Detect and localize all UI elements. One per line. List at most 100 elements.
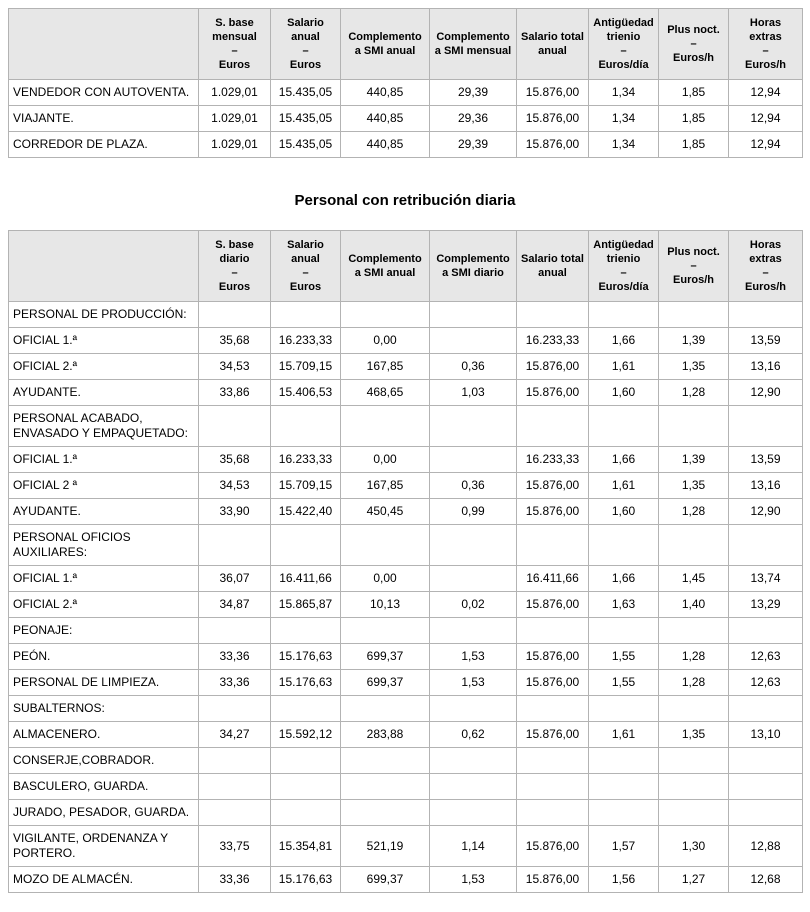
value-cell: 1,60 — [588, 498, 659, 525]
empty-cell — [429, 747, 517, 774]
empty-cell — [728, 405, 803, 447]
row-label: PEÓN. — [8, 643, 199, 670]
table-row: PERSONAL OFICIOS AUXILIARES: — [8, 524, 803, 566]
table-row: SUBALTERNOS: — [8, 695, 803, 722]
value-cell: 1,57 — [588, 825, 659, 867]
value-cell: 10,13 — [340, 591, 430, 618]
value-cell: 12,90 — [728, 498, 803, 525]
value-cell: 1,61 — [588, 721, 659, 748]
row-label: JURADO, PESADOR, GUARDA. — [8, 799, 199, 826]
value-cell: 33,90 — [198, 498, 271, 525]
empty-cell — [340, 773, 430, 800]
empty-cell — [728, 695, 803, 722]
value-cell: 12,63 — [728, 643, 803, 670]
empty-cell — [340, 524, 430, 566]
column-header: Antigüedad trienio – Euros/día — [588, 8, 659, 80]
row-label: PEONAJE: — [8, 617, 199, 644]
empty-cell — [429, 446, 517, 473]
value-cell: 1,85 — [658, 79, 729, 106]
value-cell: 15.876,00 — [516, 669, 589, 696]
empty-cell — [658, 773, 729, 800]
value-cell: 35,68 — [198, 446, 271, 473]
value-cell: 16.233,33 — [270, 327, 341, 354]
value-cell: 1,85 — [658, 131, 729, 158]
table-row: CORREDOR DE PLAZA. 1.029,01 15.435,05 440,8… — [8, 131, 803, 158]
value-cell: 12,63 — [728, 669, 803, 696]
empty-cell — [516, 301, 589, 328]
value-cell: 16.233,33 — [516, 327, 589, 354]
empty-cell — [340, 695, 430, 722]
row-label: OFICIAL 1.ª — [8, 565, 199, 592]
empty-cell — [198, 617, 271, 644]
table-row: PERSONAL ACABADO, ENVASADO Y EMPAQUETADO… — [8, 405, 803, 447]
empty-cell — [429, 695, 517, 722]
row-label: AYUDANTE. — [8, 379, 199, 406]
table-row: VIAJANTE. 1.029,01 15.435,05 440,85 29,36 15.… — [8, 105, 803, 132]
empty-cell — [270, 695, 341, 722]
value-cell: 1,28 — [658, 643, 729, 670]
empty-cell — [728, 617, 803, 644]
value-cell: 15.406,53 — [270, 379, 341, 406]
column-header: Salario total anual — [516, 8, 589, 80]
table-row: AYUDANTE. 33,90 15.422,40 450,45 0,99 15.876,… — [8, 498, 803, 525]
empty-cell — [429, 301, 517, 328]
corner-header-cell — [8, 230, 199, 302]
empty-cell — [516, 405, 589, 447]
row-label: OFICIAL 2 ª — [8, 472, 199, 499]
value-cell: 12,94 — [728, 131, 803, 158]
value-cell: 1,55 — [588, 669, 659, 696]
empty-cell — [198, 747, 271, 774]
value-cell: 34,27 — [198, 721, 271, 748]
value-cell: 1,28 — [658, 669, 729, 696]
value-cell: 34,87 — [198, 591, 271, 618]
value-cell: 699,37 — [340, 669, 430, 696]
column-header: Complemento a SMI diario — [429, 230, 517, 302]
value-cell: 15.876,00 — [516, 131, 589, 158]
value-cell: 283,88 — [340, 721, 430, 748]
value-cell: 468,65 — [340, 379, 430, 406]
value-cell: 1,35 — [658, 353, 729, 380]
empty-cell — [340, 301, 430, 328]
value-cell: 15.876,00 — [516, 472, 589, 499]
empty-cell — [658, 747, 729, 774]
empty-cell — [429, 524, 517, 566]
value-cell: 15.435,05 — [270, 105, 341, 132]
value-cell: 167,85 — [340, 472, 430, 499]
table-row: OFICIAL 1.ª 36,07 16.411,66 0,00 16.411,66 1,… — [8, 565, 803, 592]
value-cell: 1.029,01 — [198, 105, 271, 132]
value-cell: 15.435,05 — [270, 131, 341, 158]
empty-cell — [270, 747, 341, 774]
empty-cell — [658, 524, 729, 566]
empty-cell — [516, 773, 589, 800]
value-cell: 12,94 — [728, 79, 803, 106]
empty-cell — [270, 799, 341, 826]
value-cell: 440,85 — [340, 79, 430, 106]
table-row: OFICIAL 2.ª 34,87 15.865,87 10,13 0,02 15.876… — [8, 591, 803, 618]
empty-cell — [270, 524, 341, 566]
value-cell: 13,59 — [728, 327, 803, 354]
value-cell: 12,68 — [728, 866, 803, 893]
empty-cell — [270, 405, 341, 447]
value-cell: 1,56 — [588, 866, 659, 893]
table-row: VIGILANTE, ORDENANZA Y PORTERO. 33,75 15.3… — [8, 825, 803, 867]
value-cell: 15.709,15 — [270, 472, 341, 499]
value-cell: 15.876,00 — [516, 721, 589, 748]
value-cell: 1,53 — [429, 643, 517, 670]
value-cell: 33,86 — [198, 379, 271, 406]
value-cell: 699,37 — [340, 643, 430, 670]
column-header: Horas extras – Euros/h — [728, 230, 803, 302]
row-label: VENDEDOR CON AUTOVENTA. — [8, 79, 199, 106]
value-cell: 1,66 — [588, 565, 659, 592]
value-cell: 16.233,33 — [516, 446, 589, 473]
value-cell: 15.709,15 — [270, 353, 341, 380]
header-row: S. base diario – Euros Salario anual – Eu… — [8, 230, 803, 302]
empty-cell — [658, 617, 729, 644]
row-label: PERSONAL OFICIOS AUXILIARES: — [8, 524, 199, 566]
value-cell: 13,10 — [728, 721, 803, 748]
value-cell: 13,16 — [728, 472, 803, 499]
empty-cell — [270, 617, 341, 644]
table-row: CONSERJE,COBRADOR. — [8, 747, 803, 774]
value-cell: 29,36 — [429, 105, 517, 132]
row-label: OFICIAL 1.ª — [8, 327, 199, 354]
empty-cell — [198, 301, 271, 328]
